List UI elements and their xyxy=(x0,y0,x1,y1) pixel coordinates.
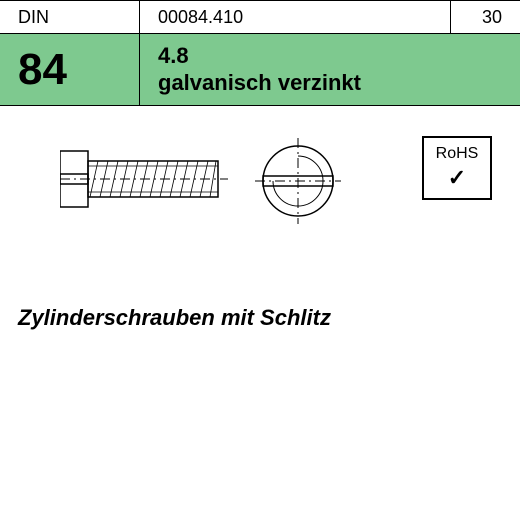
header-row: DIN 00084.410 30 xyxy=(0,0,520,34)
screw-side-icon xyxy=(60,146,230,216)
doc-number: 00084.410 xyxy=(140,1,450,33)
screw-side-view xyxy=(60,146,230,221)
screw-top-icon xyxy=(255,138,341,224)
din-number: 84 xyxy=(0,34,140,105)
rohs-badge: RoHS ✓ xyxy=(422,136,492,200)
rohs-label: RoHS xyxy=(436,145,479,163)
page-number: 30 xyxy=(450,1,520,33)
rohs-check-icon: ✓ xyxy=(448,165,466,191)
product-title: Zylinderschrauben mit Schlitz xyxy=(18,305,331,331)
screw-top-view xyxy=(255,138,341,229)
coating: galvanisch verzinkt xyxy=(158,70,520,96)
spec-details: 4.8 galvanisch verzinkt xyxy=(140,34,520,105)
standard-label: DIN xyxy=(0,1,140,33)
diagram-area: RoHS ✓ xyxy=(0,106,520,286)
strength-class: 4.8 xyxy=(158,43,520,69)
spec-row: 84 4.8 galvanisch verzinkt xyxy=(0,34,520,106)
datasheet-container: DIN 00084.410 30 84 4.8 galvanisch verzi… xyxy=(0,0,520,520)
